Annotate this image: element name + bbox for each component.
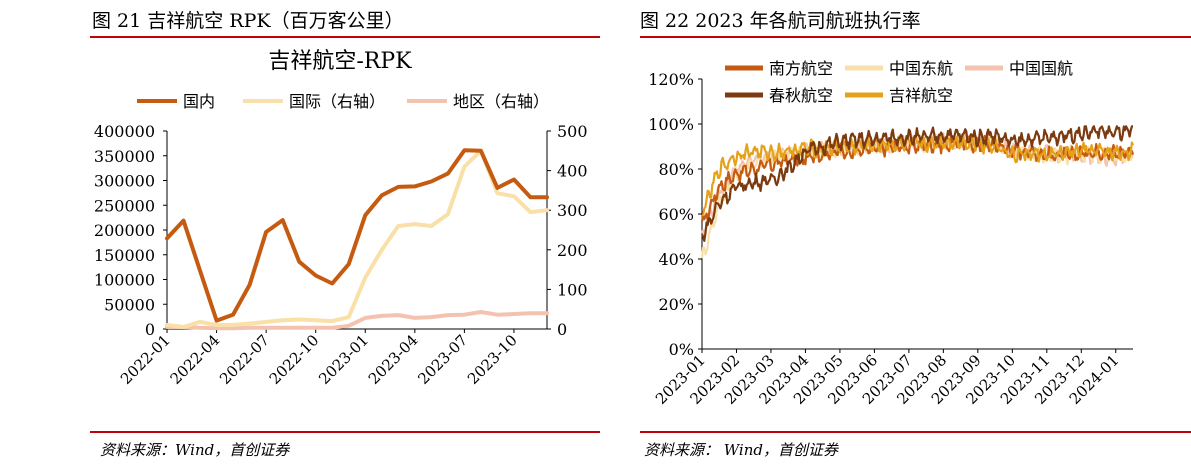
chart-title: 吉祥航空-RPK bbox=[268, 49, 412, 74]
y-tick-label: 100% bbox=[648, 115, 694, 134]
legend-label-4: 吉祥航空 bbox=[889, 86, 953, 105]
left-source-note: 资料来源：Wind，首创证券 bbox=[100, 441, 290, 459]
y-left-tick-label: 350000 bbox=[94, 147, 155, 166]
x-tick-label: 2023-01 bbox=[315, 331, 372, 388]
left-figure-title: 图 21 吉祥航空 RPK（百万客公里） bbox=[92, 10, 404, 32]
legend-label-1: 国际（右轴） bbox=[289, 92, 385, 111]
y-tick-label: 60% bbox=[658, 205, 694, 224]
right-figure-title: 图 22 2023 年各航司航班执行率 bbox=[640, 10, 921, 32]
right-figure-panel: 图 22 2023 年各航司航班执行率 南方航空 中国东航 中国国航春秋航空 吉祥航空… bbox=[640, 0, 1191, 468]
y-left-tick-label: 200000 bbox=[94, 221, 155, 240]
x-tick-label: 2023-07 bbox=[414, 331, 471, 388]
rpk-chart: 吉祥航空-RPK 国内 国际（右轴） 地区（右轴） 0 50000 100000 150000… bbox=[94, 49, 588, 388]
y-tick-label: 20% bbox=[658, 295, 694, 314]
left-bottom-rule bbox=[90, 431, 600, 433]
y-right-tick-label: 300 bbox=[557, 201, 588, 220]
x-tick-label: 2023-04 bbox=[365, 331, 422, 388]
left-figure-panel: 图 21 吉祥航空 RPK（百万客公里） 吉祥航空-RPK 国内 国际（右轴） 地区（… bbox=[90, 10, 600, 459]
series-line-春秋航空 bbox=[701, 125, 1133, 242]
x-tick-label: 2022-04 bbox=[167, 331, 224, 388]
legend-label-0: 南方航空 bbox=[769, 59, 833, 78]
y-right-tick-label: 100 bbox=[557, 280, 588, 299]
x-tick-label: 2023-10 bbox=[464, 331, 521, 388]
left-top-rule bbox=[90, 36, 600, 38]
y-right-tick-label: 200 bbox=[557, 241, 588, 260]
series-line-国内 bbox=[165, 148, 549, 323]
right-bottom-rule bbox=[640, 431, 1191, 433]
x-tick-label: 2022-07 bbox=[216, 331, 273, 388]
y-left-tick-label: 250000 bbox=[94, 196, 155, 215]
y-right-tick-label: 400 bbox=[557, 162, 588, 181]
y-left-tick-label: 150000 bbox=[94, 246, 155, 265]
y-right-tick-label: 0 bbox=[557, 320, 567, 339]
y-tick-label: 80% bbox=[658, 160, 694, 179]
legend-label-0: 国内 bbox=[183, 92, 215, 111]
y-left-tick-label: 300000 bbox=[94, 172, 155, 191]
legend-label-3: 春秋航空 bbox=[769, 86, 833, 105]
legend-label-2: 地区（右轴） bbox=[453, 92, 549, 111]
right-top-rule bbox=[640, 36, 1191, 38]
legend-label-1: 中国东航 bbox=[889, 59, 953, 78]
right-source-note: 资料来源： Wind，首创证券 bbox=[644, 441, 838, 459]
y-left-tick-label: 50000 bbox=[104, 295, 155, 314]
series-line-吉祥航空 bbox=[701, 133, 1135, 217]
y-tick-label: 120% bbox=[648, 70, 694, 89]
y-tick-label: 40% bbox=[658, 250, 694, 269]
series-line-地区（右轴） bbox=[165, 310, 549, 331]
y-tick-label: 0% bbox=[669, 340, 694, 359]
y-left-tick-label: 100000 bbox=[94, 271, 155, 290]
y-right-tick-label: 500 bbox=[557, 122, 588, 141]
x-tick-label: 2022-01 bbox=[117, 331, 174, 388]
x-tick-label: 2022-10 bbox=[266, 331, 323, 388]
legend-label-2: 中国国航 bbox=[1009, 59, 1073, 78]
y-left-tick-label: 0 bbox=[145, 320, 155, 339]
y-left-tick-label: 400000 bbox=[94, 122, 155, 141]
